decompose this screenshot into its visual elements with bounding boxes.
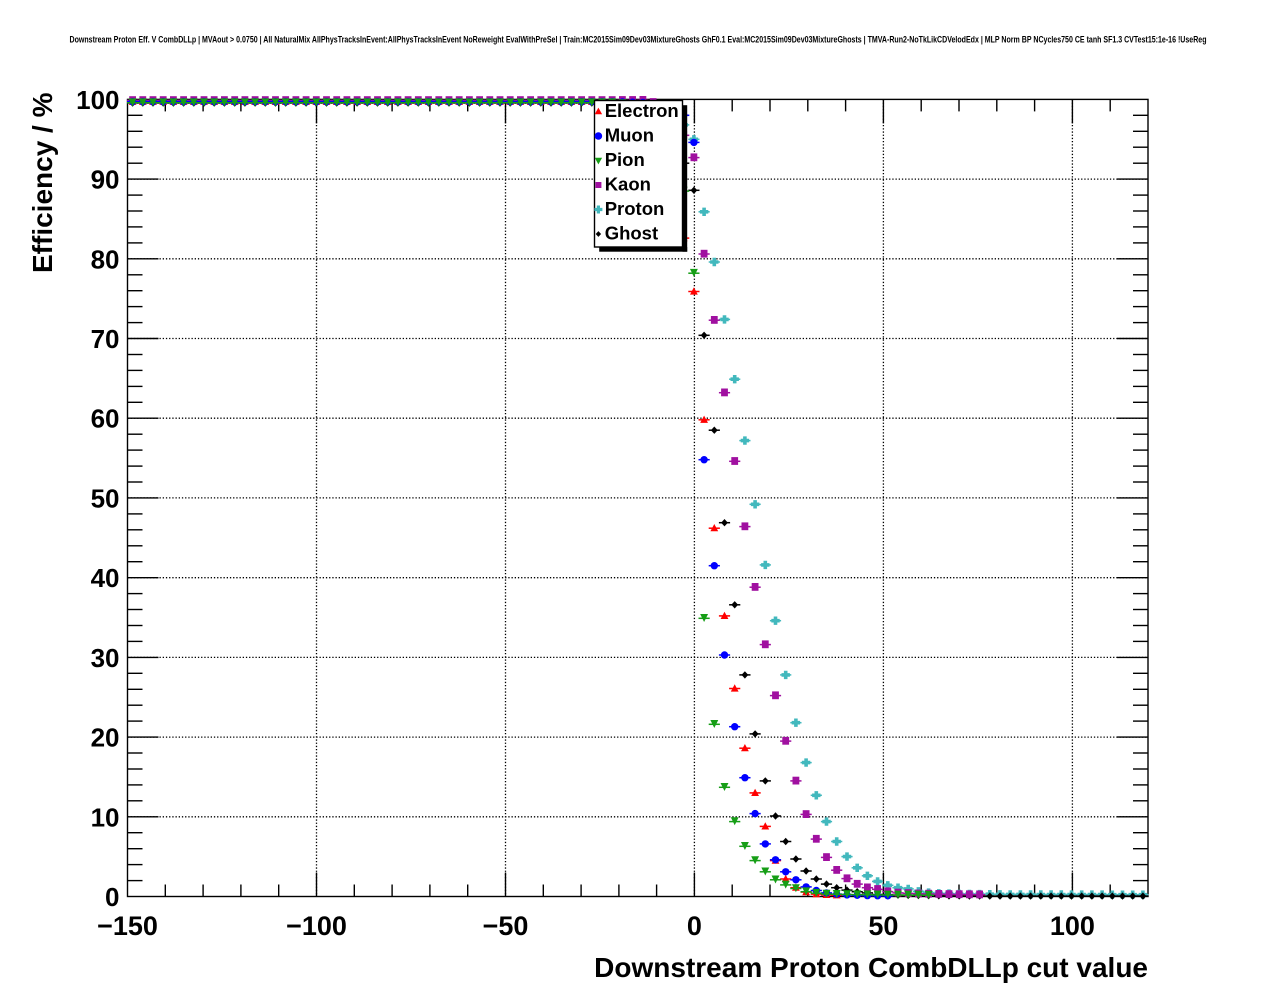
svg-text:40: 40 bbox=[91, 563, 120, 593]
svg-text:Ghost: Ghost bbox=[605, 223, 658, 244]
svg-text:0: 0 bbox=[687, 911, 702, 941]
svg-text:70: 70 bbox=[91, 324, 120, 354]
svg-text:Muon: Muon bbox=[605, 125, 654, 146]
svg-text:Downstream Proton CombDLLp cut: Downstream Proton CombDLLp cut value bbox=[594, 952, 1148, 983]
svg-text:Downstream Proton Eff. V CombD: Downstream Proton Eff. V CombDLLp | MVAo… bbox=[70, 35, 1207, 45]
svg-text:−100: −100 bbox=[286, 911, 347, 941]
svg-text:100: 100 bbox=[76, 85, 119, 115]
svg-text:−50: −50 bbox=[483, 911, 529, 941]
svg-text:Electron: Electron bbox=[605, 100, 679, 121]
svg-text:60: 60 bbox=[91, 404, 120, 434]
svg-text:Proton: Proton bbox=[605, 198, 665, 219]
svg-text:Kaon: Kaon bbox=[605, 174, 651, 195]
svg-text:20: 20 bbox=[91, 723, 120, 753]
svg-text:90: 90 bbox=[91, 165, 120, 195]
svg-text:10: 10 bbox=[91, 802, 120, 832]
svg-text:Efficiency / %: Efficiency / % bbox=[27, 92, 58, 273]
svg-text:50: 50 bbox=[91, 483, 120, 513]
svg-text:Pion: Pion bbox=[605, 149, 645, 170]
svg-text:50: 50 bbox=[868, 911, 898, 941]
svg-text:0: 0 bbox=[105, 882, 119, 912]
svg-text:30: 30 bbox=[91, 643, 120, 673]
svg-text:−150: −150 bbox=[97, 911, 158, 941]
svg-text:100: 100 bbox=[1050, 911, 1095, 941]
svg-text:80: 80 bbox=[91, 244, 120, 274]
